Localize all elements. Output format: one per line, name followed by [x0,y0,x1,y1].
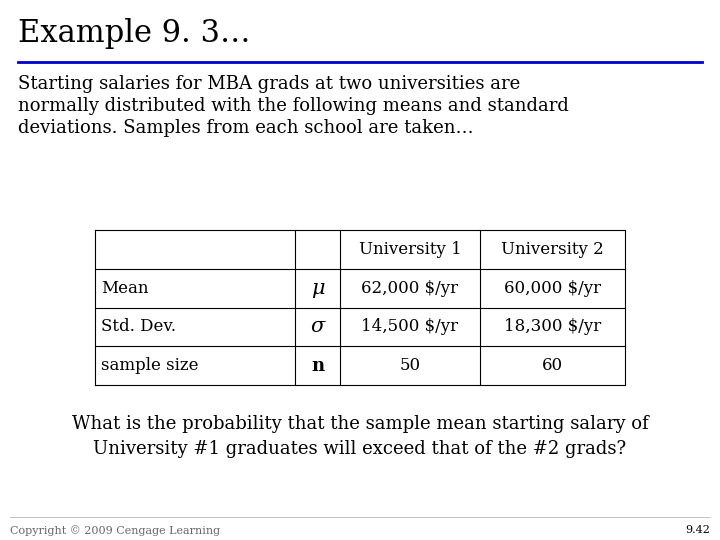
Text: 62,000 $/yr: 62,000 $/yr [361,280,459,296]
Text: n: n [311,356,324,375]
Text: Starting salaries for MBA grads at two universities are: Starting salaries for MBA grads at two u… [18,75,521,93]
Text: Copyright © 2009 Cengage Learning: Copyright © 2009 Cengage Learning [10,525,220,536]
Text: Std. Dev.: Std. Dev. [101,319,176,335]
Text: sample size: sample size [101,357,199,374]
Text: Example 9. 3…: Example 9. 3… [18,18,251,49]
Text: Mean: Mean [101,280,148,296]
Text: normally distributed with the following means and standard: normally distributed with the following … [18,97,569,115]
Text: University 1: University 1 [359,241,462,258]
Text: What is the probability that the sample mean starting salary of: What is the probability that the sample … [72,415,648,433]
Text: 50: 50 [400,357,420,374]
Text: 18,300 $/yr: 18,300 $/yr [504,319,601,335]
Text: 60: 60 [542,357,563,374]
Text: μ: μ [311,279,324,298]
Text: 60,000 $/yr: 60,000 $/yr [504,280,601,296]
Text: 9.42: 9.42 [685,525,710,535]
Text: 14,500 $/yr: 14,500 $/yr [361,319,459,335]
Text: University #1 graduates will exceed that of the #2 grads?: University #1 graduates will exceed that… [94,440,626,458]
Text: University 2: University 2 [501,241,604,258]
Text: deviations. Samples from each school are taken…: deviations. Samples from each school are… [18,119,474,137]
Text: σ: σ [310,318,325,336]
